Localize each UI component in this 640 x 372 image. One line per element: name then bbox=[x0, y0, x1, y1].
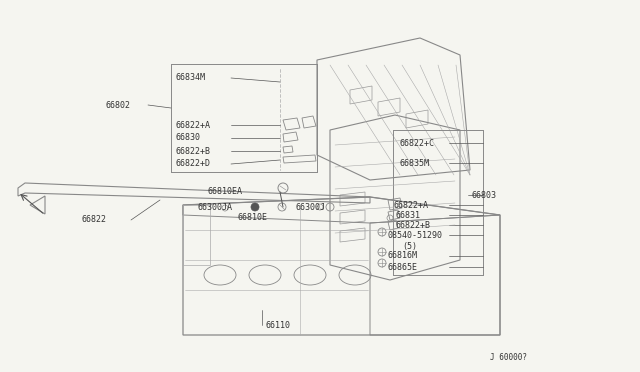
Text: 66831: 66831 bbox=[396, 211, 421, 219]
Text: 08540-51290: 08540-51290 bbox=[388, 231, 443, 240]
Text: 66822: 66822 bbox=[82, 215, 107, 224]
Text: 66822+D: 66822+D bbox=[175, 160, 210, 169]
Circle shape bbox=[251, 203, 259, 211]
Text: 66816M: 66816M bbox=[388, 251, 418, 260]
Text: 66822+A: 66822+A bbox=[393, 201, 428, 209]
Text: 66865E: 66865E bbox=[388, 263, 418, 272]
Text: 66830: 66830 bbox=[175, 134, 200, 142]
Text: (5): (5) bbox=[402, 241, 417, 250]
Text: 66300J: 66300J bbox=[295, 202, 325, 212]
Text: 66300JA: 66300JA bbox=[198, 202, 233, 212]
Text: 66822+A: 66822+A bbox=[175, 121, 210, 129]
Text: 66803: 66803 bbox=[472, 190, 497, 199]
Text: 66810EA: 66810EA bbox=[207, 187, 242, 196]
Text: 66822+B: 66822+B bbox=[396, 221, 431, 230]
Text: 66110: 66110 bbox=[265, 321, 290, 330]
Text: J 60000?: J 60000? bbox=[490, 353, 527, 362]
Text: 66810E: 66810E bbox=[237, 212, 267, 221]
Text: 66822+B: 66822+B bbox=[175, 147, 210, 155]
Text: 66835M: 66835M bbox=[400, 158, 430, 167]
Text: 66822+C: 66822+C bbox=[400, 138, 435, 148]
Text: 66802: 66802 bbox=[105, 100, 130, 109]
Text: 66834M: 66834M bbox=[175, 74, 205, 83]
